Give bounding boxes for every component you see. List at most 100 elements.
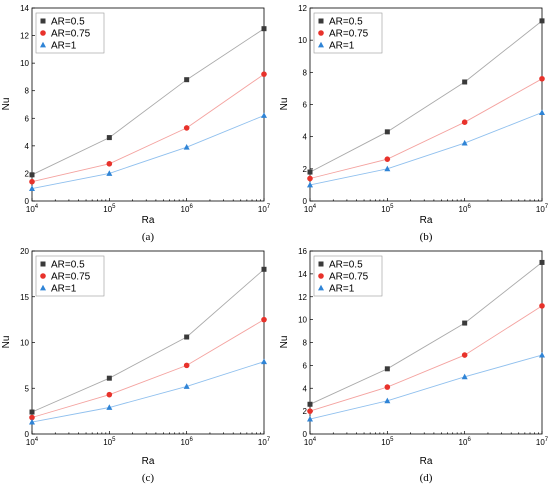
y-tick-label: 10	[20, 59, 29, 68]
series-line	[31, 268, 265, 413]
data-point	[106, 375, 112, 381]
legend-label: AR=1	[51, 284, 77, 295]
data-point	[307, 401, 313, 407]
y-tick-label: 6	[25, 114, 30, 123]
legend	[313, 255, 383, 297]
series-line	[309, 78, 543, 179]
data-point	[261, 266, 267, 272]
data-point	[539, 303, 545, 309]
data-point	[461, 139, 468, 146]
data-point	[106, 160, 113, 167]
y-tick-label: 2	[303, 165, 308, 174]
series-line	[31, 319, 265, 418]
legend-label: AR=0.75	[51, 272, 91, 283]
legend-marker	[318, 261, 324, 267]
x-tick-label: 106	[459, 437, 472, 447]
data-point	[29, 409, 35, 415]
y-tick-label: 6	[303, 101, 308, 110]
data-point	[462, 320, 468, 326]
x-tick-label: 106	[181, 204, 194, 214]
y-tick-label: 8	[303, 339, 308, 348]
legend-marker	[40, 284, 46, 291]
data-point	[307, 415, 313, 422]
y-tick-label: 12	[20, 32, 29, 41]
series-line	[31, 28, 265, 176]
y-tick-label: 8	[303, 68, 308, 77]
data-point	[539, 75, 545, 82]
series-line	[309, 305, 543, 412]
legend	[35, 255, 105, 297]
x-axis-label: Ra	[420, 215, 433, 226]
data-point	[29, 418, 35, 425]
data-point	[384, 165, 391, 172]
series-line	[309, 354, 543, 420]
y-tick-label: 0	[303, 430, 308, 439]
data-point	[106, 135, 112, 141]
data-point	[29, 178, 35, 185]
x-tick-label: 106	[181, 437, 194, 447]
legend-label: AR=0.75	[329, 272, 369, 283]
y-tick-label: 10	[298, 316, 307, 325]
chart-panel-c: Nu Ra (c) 0 5 10 15 20 104 105 106 107 AR=0.5AR=0…	[1, 247, 271, 484]
data-point	[307, 169, 313, 175]
y-axis-label: Nu	[279, 98, 290, 111]
y-tick-label: 20	[20, 247, 29, 256]
x-tick-label: 105	[381, 204, 394, 214]
x-tick-label: 105	[103, 437, 116, 447]
data-point	[183, 362, 190, 369]
data-point	[462, 79, 468, 85]
legend	[313, 12, 383, 54]
legend-label: AR=0.5	[329, 260, 363, 271]
legend-marker	[318, 30, 324, 36]
y-tick-label: 4	[303, 133, 308, 142]
data-point	[183, 144, 190, 150]
series-line	[31, 115, 265, 190]
y-tick-label: 14	[20, 4, 29, 13]
y-tick-label: 5	[25, 384, 30, 393]
panel-caption: (c)	[142, 472, 155, 484]
data-point	[184, 334, 190, 340]
chart-panel-d: Nu Ra (d) 0 2 4 6 8 10 12 14 16 104 105 106 107 AR=0.…	[279, 247, 549, 484]
data-point	[106, 170, 113, 176]
legend-marker	[318, 18, 324, 24]
x-tick-label: 107	[258, 204, 271, 214]
data-point	[261, 71, 267, 77]
legend-marker	[318, 284, 324, 291]
legend-marker	[318, 273, 324, 279]
data-point	[183, 383, 190, 389]
y-tick-label: 15	[20, 293, 29, 302]
data-point	[307, 175, 313, 182]
x-tick-label: 104	[304, 437, 317, 447]
series-line	[309, 112, 543, 186]
panel-caption: (b)	[420, 231, 433, 243]
y-tick-label: 0	[25, 430, 30, 439]
series-line	[31, 361, 265, 423]
y-tick-label: 8	[25, 87, 30, 96]
y-tick-label: 2	[303, 407, 308, 416]
y-tick-label: 2	[25, 169, 30, 178]
y-tick-label: 16	[298, 247, 307, 256]
x-tick-label: 105	[103, 204, 116, 214]
x-tick-label: 106	[459, 204, 472, 214]
y-tick-label: 12	[298, 293, 307, 302]
legend-marker	[40, 41, 46, 48]
x-axis-label: Ra	[142, 215, 155, 226]
data-point	[261, 26, 267, 32]
legend-label: AR=1	[51, 41, 77, 52]
x-tick-label: 105	[381, 437, 394, 447]
legend-marker	[40, 18, 46, 24]
data-point	[461, 352, 468, 358]
legend-marker	[40, 261, 46, 267]
legend-label: AR=1	[329, 284, 355, 295]
data-point	[384, 366, 390, 372]
legend-marker	[318, 41, 324, 48]
x-tick-label: 104	[26, 204, 39, 214]
legend-label: AR=0.5	[329, 17, 363, 28]
x-tick-label: 104	[26, 437, 39, 447]
y-tick-label: 4	[25, 142, 30, 151]
data-point	[539, 351, 545, 358]
data-point	[307, 408, 313, 414]
data-point	[384, 156, 391, 162]
